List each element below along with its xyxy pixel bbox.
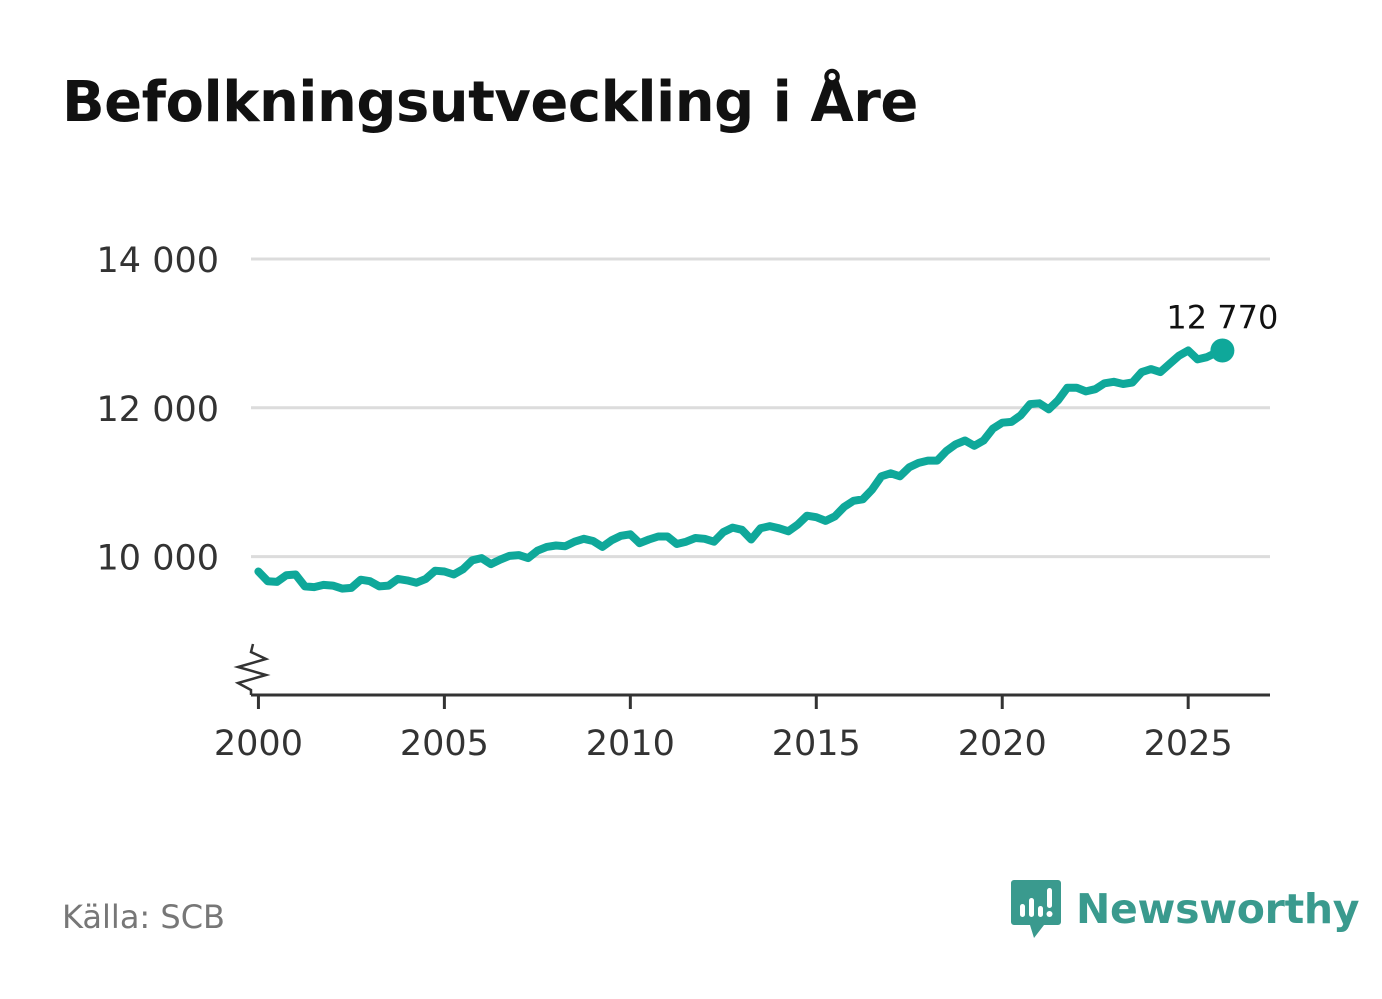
- x-ticks: 2000 2005 2010 2015 2020 2025: [214, 695, 1233, 764]
- newsworthy-logo-icon: [1011, 880, 1061, 938]
- y-tick-label-14000: 14 000: [97, 241, 219, 281]
- y-tick-label-10000: 10 000: [97, 539, 219, 579]
- x-tick-label-2015: 2015: [772, 724, 861, 764]
- x-tick-label-2005: 2005: [400, 724, 489, 764]
- brand-logo: Newsworthy: [1010, 878, 1359, 940]
- series-layer: [254, 346, 1227, 593]
- x-tick-label-2000: 2000: [214, 724, 303, 764]
- chart-title: Befolkningsutveckling i Åre: [62, 70, 918, 135]
- last-value-label: 12 770: [1166, 299, 1278, 337]
- x-axis: [233, 643, 1270, 697]
- x-tick-label-2020: 2020: [958, 724, 1047, 764]
- x-tick-label-2010: 2010: [586, 724, 675, 764]
- grid-lines: [251, 257, 1270, 559]
- last-value-marker: [1210, 338, 1235, 363]
- annotations: 12 770: [1166, 299, 1278, 363]
- brand-name: Newsworthy: [1076, 885, 1360, 933]
- series-line-0: [254, 346, 1227, 593]
- y-axis-break-symbol: [233, 643, 271, 695]
- source-label: Källa: SCB: [62, 898, 225, 936]
- y-tick-labels: 10 000 12 000 14 000: [97, 241, 219, 579]
- x-tick-label-2025: 2025: [1144, 724, 1233, 764]
- y-tick-label-12000: 12 000: [97, 390, 219, 430]
